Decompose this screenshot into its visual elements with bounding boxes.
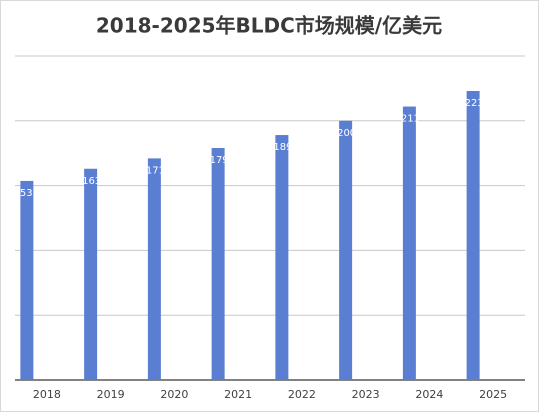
value-label: 189 [273, 142, 292, 153]
value-label: 211 [401, 114, 420, 125]
x-tick-label: 2023 [352, 388, 380, 401]
value-label: 171 [146, 165, 165, 176]
x-tick-label: 2021 [224, 388, 252, 401]
value-label: 163 [82, 176, 101, 187]
bar [275, 135, 289, 380]
bar [211, 148, 225, 380]
x-tick-label: 2020 [160, 388, 188, 401]
x-tick-label: 2019 [97, 388, 125, 401]
chart-title: 2018-2025年BLDC市场规模/亿美元 [96, 14, 442, 38]
x-tick-label: 2024 [415, 388, 443, 401]
value-label: 200 [337, 128, 356, 139]
bar [20, 180, 34, 380]
x-tick-label: 2025 [479, 388, 507, 401]
bar [402, 106, 416, 380]
value-label: 223 [465, 98, 484, 109]
value-label: 153.6 [14, 188, 43, 199]
bar [84, 168, 98, 380]
bar [147, 158, 161, 380]
x-tick-label: 2018 [33, 388, 61, 401]
bar [339, 120, 353, 381]
value-label: 179 [210, 155, 229, 166]
x-tick-label: 2022 [288, 388, 316, 401]
bar [466, 90, 480, 380]
